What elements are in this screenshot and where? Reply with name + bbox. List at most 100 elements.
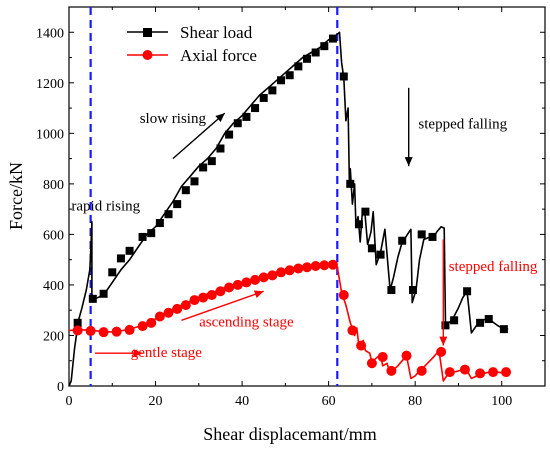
data-point [250, 274, 261, 285]
data-point [189, 295, 200, 306]
data-point [346, 179, 355, 188]
data-point [484, 315, 493, 324]
legend-marker-axial [142, 50, 153, 60]
legend: Shear load Axial force [127, 23, 257, 65]
data-point [302, 262, 312, 273]
data-point [347, 325, 358, 336]
data-point [147, 229, 156, 238]
data-point [436, 346, 447, 357]
plot-frame [68, 6, 546, 387]
data-point [242, 112, 251, 121]
stage-divider-lines [89, 7, 339, 386]
data-point [268, 86, 277, 95]
data-point [475, 368, 486, 379]
series-shear-load [68, 31, 509, 387]
data-point [124, 324, 135, 335]
data-point [206, 290, 217, 301]
data-point [284, 265, 295, 276]
data-point [311, 48, 320, 57]
data-point [417, 230, 426, 239]
data-point [267, 270, 278, 281]
series-axial-force [68, 259, 512, 382]
y-tick-label: 1200 [36, 77, 64, 92]
data-point [233, 119, 242, 128]
data-point [338, 290, 349, 301]
data-point [116, 254, 125, 263]
data-point [387, 285, 396, 294]
data-point [327, 259, 338, 270]
data-point [164, 210, 173, 219]
x-tick-label: 60 [322, 394, 336, 409]
legend-label-axial: Axial force [180, 46, 257, 65]
arrow [181, 290, 264, 321]
data-point [181, 186, 190, 195]
x-tick-label: 80 [408, 394, 422, 409]
arrow-head [439, 336, 448, 346]
data-point [73, 318, 82, 327]
data-point [367, 244, 376, 253]
data-point [310, 260, 321, 271]
data-point [241, 277, 252, 288]
arrow-shaft [181, 290, 264, 321]
data-point [320, 42, 329, 51]
data-point [276, 267, 287, 278]
x-tick-label: 100 [491, 394, 512, 409]
data-point [85, 325, 96, 336]
data-point [293, 263, 304, 274]
series-layer [68, 31, 512, 387]
arrow [439, 239, 448, 346]
data-point [163, 307, 174, 318]
data-point [190, 177, 199, 186]
data-point [232, 279, 243, 290]
data-point [356, 340, 367, 351]
data-point [441, 321, 450, 330]
data-point [428, 232, 437, 241]
data-point [476, 318, 485, 327]
data-point [339, 72, 348, 81]
annotation-label: stepped falling [449, 259, 538, 275]
annotations: rapid rising slow rising stepped falling st… [71, 87, 538, 361]
data-point [459, 364, 470, 375]
data-point [98, 327, 109, 338]
data-point [499, 325, 508, 334]
data-point [409, 285, 418, 294]
data-point [376, 250, 385, 259]
data-point [125, 246, 134, 255]
data-point [328, 34, 337, 43]
arrow-shaft [172, 112, 226, 160]
x-tick-label: 20 [149, 394, 163, 409]
data-point [259, 93, 268, 102]
y-tick-label: 200 [43, 329, 64, 344]
data-point [277, 76, 286, 85]
data-point [416, 365, 427, 376]
y-tick-label: 1000 [36, 127, 64, 142]
annotation-label: gentle stage [131, 345, 203, 361]
data-point [146, 317, 157, 328]
data-point [501, 367, 512, 378]
data-point [88, 294, 97, 303]
data-point [398, 236, 407, 245]
data-point [216, 144, 225, 153]
y-tick-label: 0 [57, 380, 64, 395]
data-point [108, 268, 117, 277]
data-point [319, 260, 330, 271]
data-point [207, 157, 216, 166]
data-point [294, 62, 303, 71]
legend-marker-shear [143, 28, 152, 37]
data-point [444, 367, 455, 378]
x-axis-label: Shear displacemant/mm [203, 424, 376, 444]
arrow [172, 112, 226, 160]
y-axis-label: Force/kN [6, 162, 26, 230]
data-point [180, 300, 191, 311]
data-point [488, 367, 499, 378]
data-point [354, 220, 363, 229]
y-tick-label: 400 [43, 279, 64, 294]
data-point [225, 130, 234, 139]
data-point [111, 326, 122, 337]
data-point [258, 272, 269, 283]
arrow-head [253, 290, 264, 299]
y-tick-label: 800 [43, 178, 64, 193]
data-point [172, 303, 183, 314]
data-point [154, 311, 165, 322]
